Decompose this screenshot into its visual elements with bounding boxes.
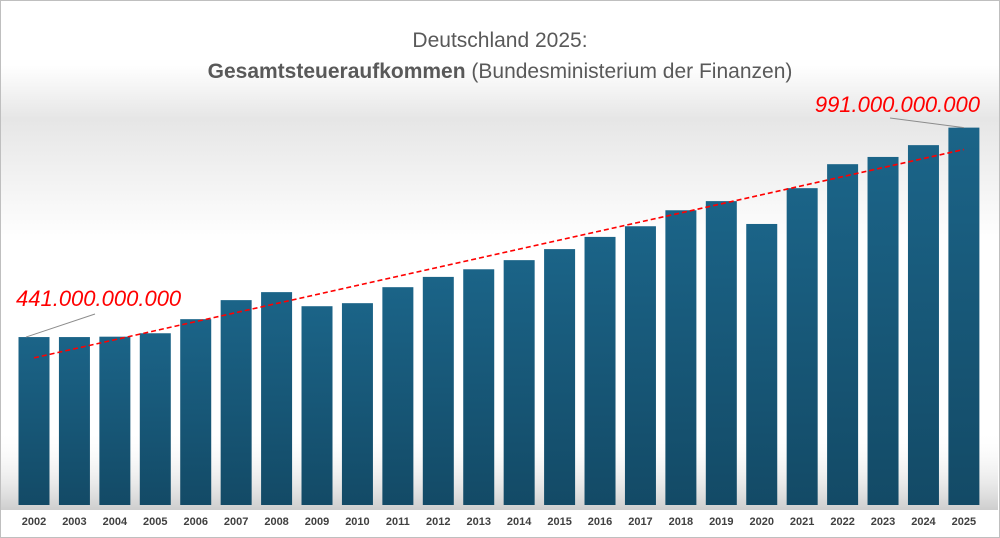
bar-2022: [827, 164, 859, 506]
bar-2004: [99, 336, 131, 505]
bar-2025: [948, 127, 980, 505]
bar-2013: [463, 269, 495, 505]
bar-2009: [301, 306, 333, 505]
annotation-leader-line: [889, 117, 964, 129]
x-tick-label: 2003: [62, 516, 86, 528]
x-tick-label: 2018: [669, 516, 693, 528]
x-tick-label: 2011: [386, 516, 410, 528]
bar-2014: [503, 260, 535, 505]
value-annotation: 991.000.000.000: [815, 92, 981, 117]
bar-2019: [705, 201, 737, 505]
subtitle-bold: Gesamtsteueraufkommen: [208, 60, 466, 83]
bar-2016: [584, 236, 616, 505]
x-tick-label: 2021: [790, 516, 814, 528]
bar-2006: [180, 319, 212, 505]
x-tick-label: 2002: [22, 516, 46, 528]
subtitle-rest: (Bundesministerium der Finanzen): [466, 60, 793, 83]
x-tick-label: 2004: [103, 516, 128, 528]
x-tick-label: 2006: [183, 516, 207, 528]
bar-2021: [786, 188, 818, 506]
x-tick-label: 2017: [628, 516, 652, 528]
bar-2017: [624, 226, 656, 506]
bar-2011: [382, 287, 414, 505]
bar-2015: [544, 249, 576, 505]
x-tick-label: 2009: [305, 516, 329, 528]
value-annotation: 441.000.000.000: [16, 286, 182, 311]
bar-2018: [665, 210, 697, 505]
bar-2023: [867, 156, 899, 506]
x-tick-label: 2016: [588, 516, 612, 528]
x-tick-label: 2013: [466, 516, 490, 528]
x-tick-label: 2008: [264, 516, 288, 528]
bar-2007: [220, 300, 252, 505]
bar-2002: [18, 337, 50, 505]
x-tick-label: 2005: [143, 516, 167, 528]
bar-2008: [261, 292, 293, 505]
bar-2024: [907, 145, 939, 506]
bar-2005: [139, 333, 171, 505]
x-tick-label: 2020: [749, 516, 773, 528]
bar-2010: [341, 303, 373, 505]
x-tick-label: 2023: [871, 516, 895, 528]
x-tick-label: 2019: [709, 516, 733, 528]
bar-2020: [746, 223, 778, 506]
x-tick-label: 2022: [830, 516, 854, 528]
trendline: [33, 148, 965, 359]
x-tick-label: 2012: [426, 516, 450, 528]
bar-2003: [58, 337, 90, 505]
annotation-leader-line: [25, 313, 96, 338]
chart-title: Deutschland 2025:: [412, 29, 587, 52]
x-tick-label: 2010: [345, 516, 369, 528]
x-tick-label: 2015: [547, 516, 571, 528]
chart-subtitle: Gesamtsteueraufkommen (Bundesministerium…: [208, 60, 793, 83]
x-tick-label: 2024: [911, 516, 936, 528]
x-tick-label: 2025: [952, 516, 976, 528]
x-tick-label: 2014: [507, 516, 532, 528]
bar-2012: [422, 276, 454, 505]
x-tick-label: 2007: [224, 516, 248, 528]
